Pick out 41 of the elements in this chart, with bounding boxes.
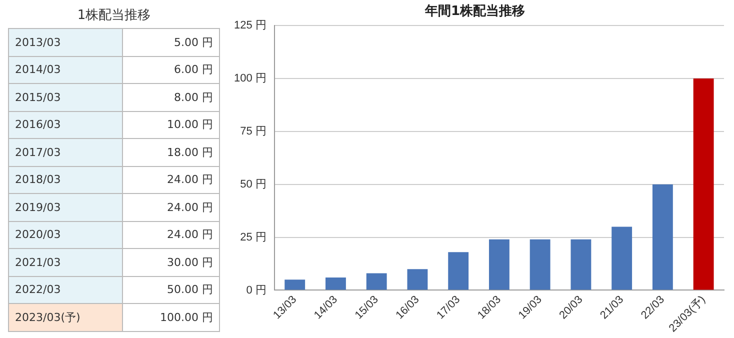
- category-label: 2018/03: [8, 166, 123, 194]
- category-label: 2021/03: [8, 248, 123, 276]
- text: 24.00 円: [167, 173, 213, 186]
- category-label: 2020/03: [8, 221, 123, 248]
- bar: [407, 269, 428, 290]
- bar: [530, 239, 550, 290]
- category-label: 2019/03: [8, 194, 123, 221]
- text: 18.00 円: [167, 146, 213, 159]
- text: 6.00 円: [174, 63, 213, 76]
- text: 100.00 円: [160, 310, 213, 324]
- bar: [284, 280, 306, 290]
- text: 24.00 円: [167, 200, 213, 214]
- category-label: 2013/03: [8, 28, 123, 56]
- category-label: 2016/03: [8, 111, 123, 138]
- category-label: 2017/03: [8, 138, 123, 166]
- text: 30.00 円: [167, 256, 213, 269]
- text: 1株配当推移: [76, 7, 152, 25]
- bar: [326, 278, 346, 290]
- category-label: 2022/03: [8, 276, 123, 304]
- y-tick-label: 25 円: [240, 231, 266, 244]
- y-tick-label: 125 円: [234, 20, 266, 32]
- y-tick-label: 100 円: [234, 72, 266, 85]
- text: 8.00 円: [174, 90, 213, 104]
- category-label: 2014/03: [8, 56, 123, 84]
- bar: [448, 252, 469, 290]
- bar: [612, 226, 632, 290]
- y-tick-label: 0 円: [246, 284, 266, 296]
- bar: [652, 184, 673, 290]
- category-label: 2023/03(予): [8, 304, 123, 331]
- bar: [366, 273, 387, 290]
- bar: [693, 78, 714, 290]
- y-tick-label: 50 円: [240, 178, 266, 190]
- text: 50.00 円: [167, 283, 213, 296]
- text: 5.00 円: [174, 36, 213, 49]
- bar: [488, 239, 510, 290]
- chart-title: 年間1株配当推移: [424, 4, 526, 20]
- category-label: 2015/03: [8, 84, 123, 111]
- text: 24.00 円: [167, 228, 213, 242]
- y-tick-label: 75 円: [240, 125, 266, 138]
- text: 10.00 円: [167, 118, 213, 132]
- bar: [570, 239, 592, 290]
